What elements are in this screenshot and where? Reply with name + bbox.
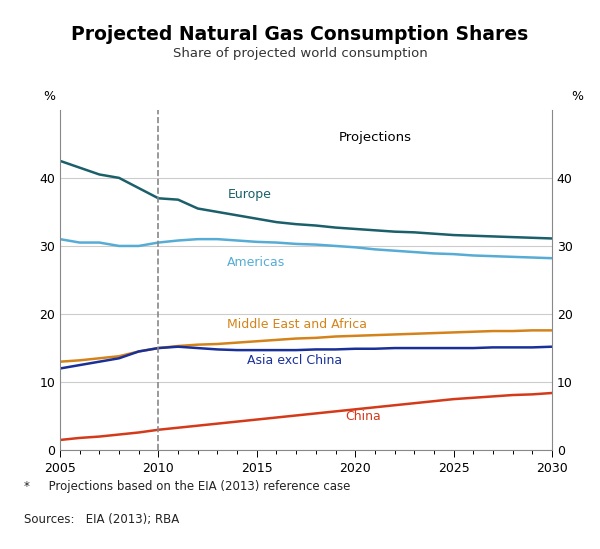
Text: China: China [346, 410, 381, 423]
Text: Sources:   EIA (2013); RBA: Sources: EIA (2013); RBA [24, 513, 179, 526]
Text: Projections: Projections [338, 131, 412, 143]
Text: Europe: Europe [227, 188, 271, 201]
Text: Middle East and Africa: Middle East and Africa [227, 318, 367, 330]
Text: Asia excl China: Asia excl China [247, 354, 342, 367]
Text: Share of projected world consumption: Share of projected world consumption [173, 47, 427, 60]
Text: Projected Natural Gas Consumption Shares: Projected Natural Gas Consumption Shares [71, 25, 529, 44]
Text: %: % [572, 90, 584, 103]
Text: *     Projections based on the EIA (2013) reference case: * Projections based on the EIA (2013) re… [24, 480, 350, 494]
Text: Americas: Americas [227, 256, 286, 270]
Text: %: % [43, 90, 55, 103]
